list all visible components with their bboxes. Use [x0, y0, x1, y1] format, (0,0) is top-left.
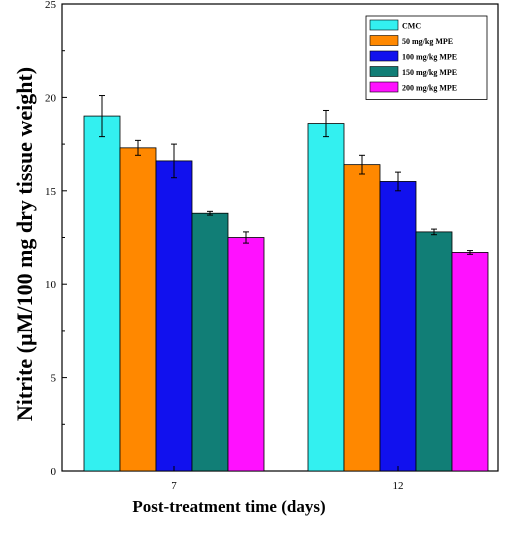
- bar: [155, 160, 193, 472]
- legend-label: 100 mg/kg MPE: [402, 53, 457, 62]
- legend-label: CMC: [402, 22, 421, 31]
- x-tick-label: 7: [171, 480, 177, 492]
- legend-label: 50 mg/kg MPE: [402, 37, 453, 46]
- legend-swatch: [369, 81, 399, 93]
- y-tick-label: 20: [45, 92, 57, 104]
- bar: [451, 252, 489, 472]
- legend-label: 200 mg/kg MPE: [402, 84, 457, 93]
- axes: 0 5 10 15 20 25 7 12: [45, 0, 404, 492]
- bar: [379, 181, 417, 472]
- legend: CMC 50 mg/kg MPE 100 mg/kg MPE 150 mg/kg MP…: [365, 15, 488, 100]
- legend-swatch: [369, 35, 399, 46]
- y-tick-label: 10: [45, 279, 57, 291]
- legend-label: 150 mg/kg MPE: [402, 68, 457, 77]
- y-tick-label: 5: [51, 373, 57, 385]
- x-tick-label: 12: [393, 480, 404, 492]
- bar: [191, 212, 229, 472]
- bar: [307, 123, 345, 472]
- y-tick-label: 0: [51, 466, 57, 478]
- bars: [83, 115, 489, 472]
- bar: [343, 164, 381, 472]
- bar: [227, 237, 265, 472]
- bar: [415, 231, 453, 472]
- y-axis-label: Nitrite (µM/100 mg dry tissue weight): [12, 67, 37, 421]
- legend-swatch: [369, 66, 399, 77]
- y-tick-label: 15: [45, 186, 57, 198]
- y-tick-label: 25: [45, 0, 57, 11]
- legend-swatch: [369, 19, 399, 31]
- bar: [119, 147, 157, 472]
- x-axis-label: Post-treatment time (days): [132, 497, 325, 516]
- error-bars: [99, 95, 473, 255]
- bar: [83, 115, 121, 472]
- legend-swatch: [369, 50, 399, 62]
